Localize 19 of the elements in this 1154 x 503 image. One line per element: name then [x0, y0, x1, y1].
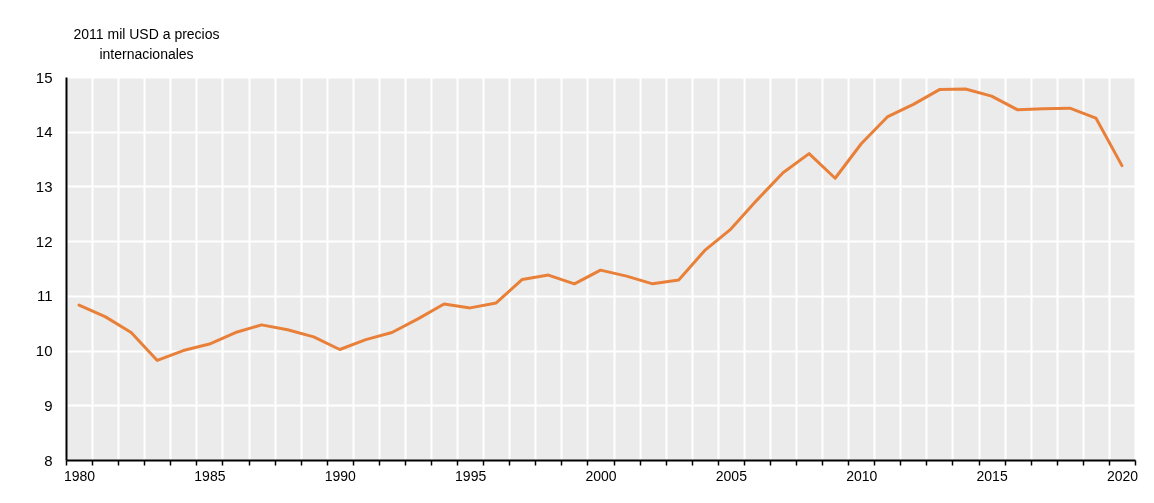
x-tick-label: 1985 [194, 467, 226, 484]
x-tick-label: 2015 [976, 467, 1008, 484]
x-tick-label: 2020 [1106, 467, 1139, 484]
x-tick-label: 1980 [63, 467, 96, 484]
y-tick-label: 11 [36, 287, 53, 305]
x-tick-label: 2005 [715, 467, 748, 484]
y-tick-label: 9 [44, 396, 53, 414]
y-tick-label: 12 [35, 232, 53, 250]
x-tick-label: 1990 [324, 467, 357, 484]
y-tick-label: 15 [35, 68, 53, 86]
x-tick-label: 2010 [846, 467, 878, 484]
y-tick-label: 10 [35, 342, 53, 360]
y-tick-label: 14 [35, 123, 53, 141]
line-series [77, 87, 1124, 362]
y-tick-label: 8 [44, 451, 53, 469]
y-tick-label: 13 [35, 177, 53, 195]
x-tick-label: 2000 [585, 467, 617, 484]
x-tick-label: 1995 [455, 467, 487, 484]
y-axis-title: 2011 mil USD a precios internacionales [73, 25, 220, 62]
